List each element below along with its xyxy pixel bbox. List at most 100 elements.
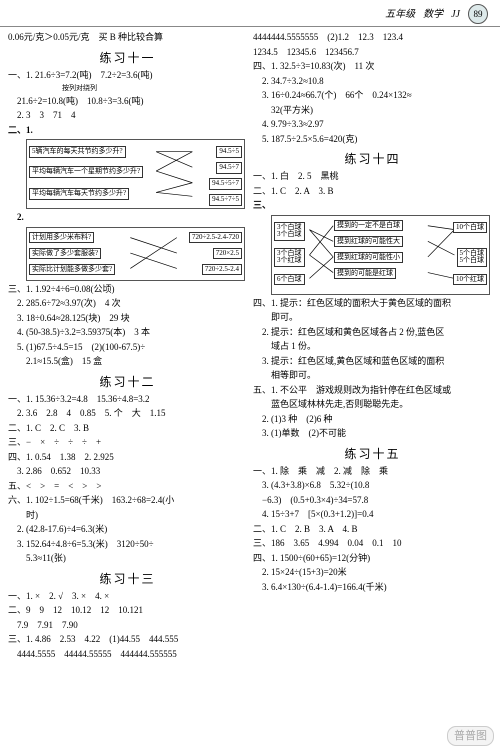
box: 5辆汽车的每天共节约多少升? xyxy=(29,146,126,158)
box: 10个白球 xyxy=(453,222,487,234)
text-line: 五、< > = < > > xyxy=(8,480,247,494)
text-line: 二、9 9 12 10.12 12 10.121 xyxy=(8,604,247,618)
code: JJ xyxy=(451,7,460,22)
text-line: 四、1. 32.5÷3=10.83(次) 11 次 xyxy=(253,60,492,74)
text-line: 3. 2.86 0.652 10.33 xyxy=(8,465,247,479)
text-line: 三、 xyxy=(253,200,271,210)
subject: 数学 xyxy=(423,7,443,22)
text-line: 时) xyxy=(8,509,247,523)
text-line: 5. (1)67.5÷4.5=15 (2)(100-67.5)÷ xyxy=(8,341,247,355)
box: 94.5÷7 xyxy=(216,162,242,174)
text-line: 三、− × ÷ ÷ ÷ + xyxy=(8,436,247,450)
text-line: 2. 3.6 2.8 4 0.85 5. 个 大 1.15 xyxy=(8,407,247,421)
text-line: 0.06元/克＞0.05元/克 买 B 种比较合算 xyxy=(8,31,247,45)
text-line: 二、1. C 2. C 3. B xyxy=(8,422,247,436)
text-line: 2. (42.8-17.6)÷4=6.3(米) xyxy=(8,523,247,537)
box: 摸到红球的可能性大 xyxy=(334,236,403,248)
box: 94.5÷5÷7 xyxy=(209,178,242,190)
text-line: 2. xyxy=(8,212,24,222)
text-line: 3. 16÷0.24≈66.7(个) 66个 0.24×132≈ xyxy=(253,89,492,103)
text-line: 域占 1 份。 xyxy=(253,340,492,354)
text-line: 2.1≈15.5(盒) 15 盒 xyxy=(8,355,247,369)
box: 720÷2.5-2.4-720 xyxy=(189,232,242,244)
section-title-14: 练习十四 xyxy=(253,150,492,168)
text-line: 2. 34.7÷3.2≈10.8 xyxy=(253,75,492,89)
text-line: 2. 提示：红色区域和黄色区域各占 2 份,蓝色区 xyxy=(253,326,492,340)
text-line: 7.9 7.91 7.90 xyxy=(8,619,247,633)
text-line: 5.3≈11(张) xyxy=(8,552,247,566)
box: 实际做了多少套服装? xyxy=(29,248,101,260)
text-line: 四、1. 提示：红色区域的面积大于黄色区域的面积 xyxy=(253,297,492,311)
watermark: 普普图 xyxy=(447,726,494,747)
page-header: 五年级 数学 JJ 89 xyxy=(0,0,500,27)
box: 720÷2.5-2.4 xyxy=(202,264,242,276)
text-line: 3. 提示：红色区域,黄色区域和蓝色区域的面积 xyxy=(253,355,492,369)
text-line: 二、1. C 2. B 3. A 4. B xyxy=(253,523,492,537)
box: 10个红球 xyxy=(453,274,487,286)
section-title-15: 练习十五 xyxy=(253,445,492,463)
text-line: 六、1. 102÷1.5=68(千米) 163.2÷68=2.4(小 xyxy=(8,494,247,508)
text-line: 即可。 xyxy=(253,311,492,325)
text-line: 四、1. 1500÷(60+65)=12(分钟) xyxy=(253,552,492,566)
right-column: 4444444.5555555 (2)1.2 12.3 123.4 1234.5… xyxy=(253,31,492,662)
text: 0.06元/克＞0.05元/克 买 B 种比较合算 xyxy=(8,32,163,42)
text-line: 二、1. C 2. A 3. B xyxy=(253,185,492,199)
text-line: 三、1. 1.92÷4÷6=0.08(公顷) xyxy=(8,283,247,297)
matching-diagram-2: 计划用多少米布料? 实际做了多少套服装? 实际比计划能多做多少套? 720÷2.… xyxy=(26,227,245,281)
text-line: 5. 187.5÷2.5×5.6=420(克) xyxy=(253,133,492,147)
text-line: 3. (4.3+3.8)×6.8 5.32÷(10.8 xyxy=(253,479,492,493)
matching-diagram-3: 3个白球3个白球 3个白球3个红球 6个白球 摸到的一定不是白球 摸到红球的可能… xyxy=(271,215,490,295)
text-line: 2. 285.6÷72≈3.97(次) 4 次 xyxy=(8,297,247,311)
box: 实际比计划能多做多少套? xyxy=(29,264,115,276)
box: 3个白球3个白球 xyxy=(274,222,305,241)
box: 6个白球 xyxy=(274,274,305,286)
section-title-11: 练习十一 xyxy=(8,49,247,67)
text-line: 1234.5 12345.6 123456.7 xyxy=(253,46,492,60)
note: 按列对绕列 xyxy=(62,83,247,94)
text-line: −6.3) (0.5+0.3×4)÷34=57.8 xyxy=(253,494,492,508)
text-line: 一、1. 除 乘 减 2. 减 除 乘 xyxy=(253,465,492,479)
text-line: 4444444.5555555 (2)1.2 12.3 123.4 xyxy=(253,31,492,45)
text-line: 2. 15×24÷(15+3)=20米 xyxy=(253,566,492,580)
box: 94.5÷5 xyxy=(216,146,242,158)
section-title-12: 练习十二 xyxy=(8,373,247,391)
grade: 五年级 xyxy=(385,7,415,22)
text-line: 三、1. 4.86 2.53 4.22 (1)44.55 444.555 xyxy=(8,633,247,647)
text-line: 3. 152.64÷4.8÷6=5.3(米) 3120÷50÷ xyxy=(8,538,247,552)
text-line: 四、1. 0.54 1.38 2. 2.925 xyxy=(8,451,247,465)
text-line: 三、186 3.65 4.994 0.04 0.1 10 xyxy=(253,537,492,551)
page-number: 89 xyxy=(468,4,488,24)
text-line: 一、1. 15.36÷3.2=4.8 15.36÷4.8=3.2 xyxy=(8,393,247,407)
text-line: 五、1. 不公平 游戏规则改为指针停在红色区域或 xyxy=(253,384,492,398)
content-columns: 0.06元/克＞0.05元/克 买 B 种比较合算 练习十一 一、1. 21.6… xyxy=(0,27,500,666)
text-line: 4444.5555 44444.55555 444444.555555 xyxy=(8,648,247,662)
box: 计划用多少米布料? xyxy=(29,232,94,244)
box: 平均每辆汽车一个星期节约多少升? xyxy=(29,166,143,178)
text-line: 4. 9.79÷3.3≈2.97 xyxy=(253,118,492,132)
box: 3个白球3个红球 xyxy=(274,248,305,267)
section-title-13: 练习十三 xyxy=(8,570,247,588)
box: 5个白球5个白球 xyxy=(457,248,488,267)
text-line: 二、1. xyxy=(8,125,33,135)
text-line: 一、1. 白 2. 5 黑桃 xyxy=(253,170,492,184)
text-line: 4. (50-38.5)÷3.2=3.59375(本) 3 本 xyxy=(8,326,247,340)
box: 94.5÷7÷5 xyxy=(209,194,242,206)
box: 平均每辆汽车每天节约多少升? xyxy=(29,188,129,200)
box: 摸到红球的可能性小 xyxy=(334,252,403,264)
text-line: 2. (1)3 种 (2)6 种 xyxy=(253,413,492,427)
text-line: 3. 6.4×130÷(6.4-1.4)=166.4(千米) xyxy=(253,581,492,595)
text-line: 4. 15÷3+7 [5×(0.3+1.2)]=0.4 xyxy=(253,508,492,522)
box: 摸到的一定不是白球 xyxy=(334,220,403,232)
text-line: 3. (1)单数 (2)不可能 xyxy=(253,427,492,441)
text-line: 21.6÷2=10.8(吨) 10.8÷3=3.6(吨) xyxy=(8,95,247,109)
text-line: 32(平方米) xyxy=(253,104,492,118)
text-line: 3. 18÷0.64≈28.125(块) 29 块 xyxy=(8,312,247,326)
text-line: 相等即可。 xyxy=(253,369,492,383)
text-line: 蓝色区域林林先走,否则聪聪先走。 xyxy=(253,398,492,412)
text-line: 一、1. 21.6÷3=7.2(吨) 7.2÷2=3.6(吨) xyxy=(8,69,247,83)
matching-diagram-1: 5辆汽车的每天共节约多少升? 平均每辆汽车一个星期节约多少升? 平均每辆汽车每天… xyxy=(26,139,245,209)
box: 720×2.5 xyxy=(213,248,242,260)
text-line: 一、1. × 2. √ 3. × 4. × xyxy=(8,590,247,604)
text-line: 2. 3 3 71 4 xyxy=(8,109,247,123)
box: 摸到的可能是红球 xyxy=(334,268,396,280)
